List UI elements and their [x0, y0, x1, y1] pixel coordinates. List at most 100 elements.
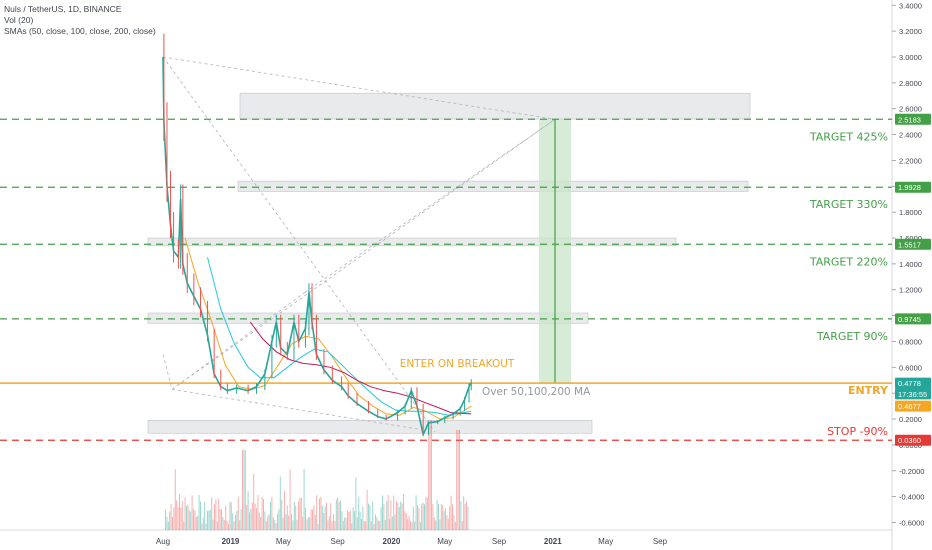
volume-bar [316, 495, 318, 530]
volume-bar [177, 507, 179, 530]
y-tick-label: -0.2000 [899, 467, 924, 476]
volume-bar [352, 507, 354, 530]
volume-bar [249, 512, 250, 530]
volume-bar [422, 502, 424, 530]
volume-bar [271, 496, 273, 530]
volume-bar [330, 503, 332, 530]
volume-bar [200, 501, 201, 530]
volume-bar [270, 501, 271, 530]
volume-bar [181, 500, 183, 530]
volume-bar [452, 504, 453, 530]
volume-bar [299, 498, 301, 530]
volume-bar [333, 514, 334, 530]
y-tick-label: 2.4000 [899, 131, 922, 140]
volume-bar [194, 510, 196, 530]
volume-bar [323, 512, 325, 530]
volume-bar [295, 505, 297, 530]
volume-bar [244, 450, 246, 530]
volume-bar [228, 523, 229, 530]
volume-bar [424, 504, 425, 530]
volume-bar [204, 501, 206, 530]
volume-bar [188, 510, 190, 530]
volume-bar [342, 520, 344, 530]
volume-bar [447, 518, 449, 530]
volume-bar [340, 500, 341, 530]
x-tick-label: 2021 [544, 537, 562, 546]
volume-bar [463, 496, 465, 530]
volume-bar [165, 509, 166, 530]
volume-bar [405, 513, 407, 530]
level-label: STOP -90% [827, 425, 888, 438]
volume-bar [274, 520, 276, 530]
volume-bar [372, 501, 374, 530]
volume-bar [379, 521, 381, 530]
y-tick-label: 0.2000 [899, 415, 922, 424]
volume-bar [356, 517, 358, 530]
volume-bar [373, 523, 375, 530]
pattern-dashed-line [171, 118, 556, 390]
volume-bar [393, 495, 395, 530]
volume-bar [436, 499, 438, 530]
volume-bar [432, 504, 434, 530]
y-tick-label: 1.2000 [899, 286, 922, 295]
volume-bar [169, 511, 171, 530]
volume-bar [426, 497, 428, 530]
volume-bar [321, 505, 323, 530]
ma-annotation: Over 50,100,200 MA [482, 386, 591, 398]
volume-bar [359, 511, 361, 530]
volume-bar [428, 420, 430, 530]
volume-bar [390, 500, 392, 530]
volume-bar [410, 520, 411, 530]
volume-bar [267, 516, 269, 530]
volume-bar [243, 450, 245, 530]
volume-bar [229, 501, 231, 530]
symbol-header: Nuls / TetherUS, 1D, BINANCE [4, 4, 122, 14]
volume-bar [460, 501, 462, 530]
volume-bar [435, 520, 437, 530]
volume-bar [312, 509, 313, 530]
level-label: ENTRY [848, 384, 889, 397]
price-label-text: 1.5517 [898, 240, 921, 249]
volume-bar [250, 508, 252, 530]
volume-bar [309, 517, 311, 530]
resistance-zone [147, 420, 593, 434]
volume-bar [461, 521, 463, 530]
breakout-annotation: ENTER ON BREAKOUT [400, 358, 515, 370]
price-label-text: 0.9745 [898, 315, 921, 324]
volume-bar [219, 509, 221, 530]
level-label: TARGET 220% [809, 255, 888, 268]
volume-bar [394, 514, 396, 530]
volume-bar [307, 516, 309, 530]
x-tick-label: 2020 [383, 537, 401, 546]
volume-bar [225, 505, 227, 530]
volume-bar [230, 502, 232, 530]
volume-bar [261, 496, 263, 530]
volume-bar [302, 516, 304, 530]
volume-bar [256, 508, 257, 530]
resistance-zone [237, 180, 749, 192]
volume-bar [237, 496, 239, 530]
volume-bar [198, 494, 200, 530]
y-tick-label: 2.6000 [899, 105, 922, 114]
volume-bar [292, 520, 294, 530]
volume-bar [179, 494, 180, 530]
resistance-zone [239, 92, 751, 120]
volume-bar [202, 517, 204, 530]
volume-bar [222, 517, 224, 530]
volume-bar [391, 516, 393, 530]
volume-bar [425, 496, 427, 530]
volume-bar [408, 515, 410, 530]
price-label-badge [895, 434, 931, 446]
volume-bar [183, 521, 185, 530]
volume-bar [419, 522, 421, 530]
x-tick-label: Sep [492, 537, 507, 546]
price-label-text: 0.0360 [898, 436, 921, 445]
volume-bar [173, 507, 175, 530]
pattern-dashed-line [162, 56, 556, 120]
y-tick-label: -0.6000 [899, 518, 924, 527]
volume-bar [211, 497, 213, 530]
volume-bar [286, 505, 288, 530]
volume-bar [208, 510, 210, 530]
price-label-text: 0.4778 [898, 379, 921, 388]
